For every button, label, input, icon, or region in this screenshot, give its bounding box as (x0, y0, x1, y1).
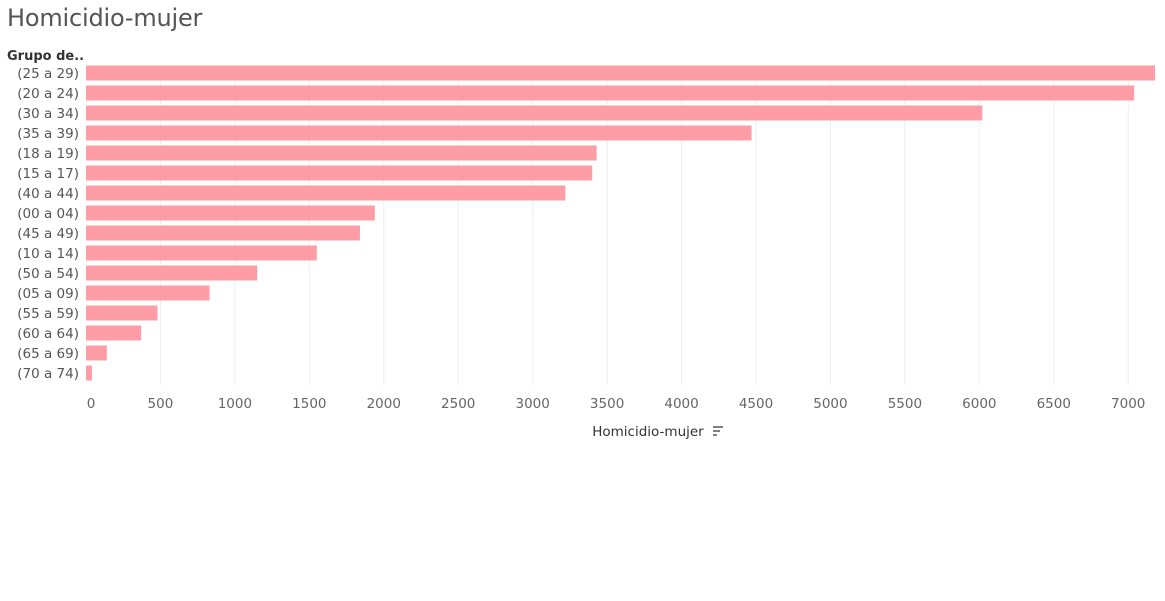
x-tick-label: 500 (148, 396, 174, 412)
bar[interactable] (86, 125, 752, 141)
x-tick-label: 1500 (292, 396, 326, 412)
bar[interactable] (86, 225, 360, 241)
x-tick-label: 6000 (962, 396, 996, 412)
x-tick-label: 4500 (739, 396, 773, 412)
bar[interactable] (86, 285, 210, 301)
row-header[interactable]: Grupo de.. (7, 49, 84, 64)
x-tick-label: 3000 (515, 396, 549, 412)
x-tick-label: 6500 (1037, 396, 1071, 412)
bar[interactable] (86, 65, 1156, 81)
x-axis-title[interactable]: Homicidio-mujer (592, 424, 704, 440)
x-tick-label: 7000 (1111, 396, 1145, 412)
bar[interactable] (86, 245, 317, 261)
category-label[interactable]: (50 a 54) (17, 266, 79, 282)
x-tick-label: 3500 (590, 396, 624, 412)
category-label[interactable]: (55 a 59) (17, 306, 79, 322)
bar[interactable] (86, 205, 375, 221)
bar[interactable] (86, 265, 258, 281)
bars (86, 65, 1156, 381)
category-label[interactable]: (35 a 39) (17, 126, 79, 142)
category-label[interactable]: (30 a 34) (17, 106, 79, 122)
category-label[interactable]: (15 a 17) (17, 166, 79, 182)
category-label[interactable]: (40 a 44) (17, 186, 79, 202)
bar[interactable] (86, 185, 566, 201)
x-tick-label: 0 (87, 396, 96, 412)
bar[interactable] (86, 85, 1135, 101)
category-label[interactable]: (00 a 04) (17, 206, 79, 222)
bar[interactable] (86, 105, 983, 121)
category-label[interactable]: (25 a 29) (17, 66, 79, 82)
bar[interactable] (86, 145, 597, 161)
bar[interactable] (86, 365, 92, 381)
bar[interactable] (86, 305, 158, 321)
x-tick-label: 4000 (664, 396, 698, 412)
x-tick-label: 2500 (441, 396, 475, 412)
x-tick-label: 5000 (813, 396, 847, 412)
category-label[interactable]: (45 a 49) (17, 226, 79, 242)
category-label[interactable]: (65 a 69) (17, 346, 79, 362)
category-label[interactable]: (10 a 14) (17, 246, 79, 262)
category-label[interactable]: (60 a 64) (17, 326, 79, 342)
category-label[interactable]: (05 a 09) (17, 286, 79, 302)
category-label[interactable]: (70 a 74) (17, 366, 79, 382)
chart-title: Homicidio-mujer (7, 4, 203, 32)
sort-descending-icon[interactable] (713, 426, 723, 436)
category-label[interactable]: (18 a 19) (17, 146, 79, 162)
x-axis-ticks: 0 500 1000 1500 2000 2500 3000 3500 4000 4500 5000… (87, 396, 1146, 412)
bar[interactable] (86, 345, 107, 361)
x-tick-label: 1000 (218, 396, 252, 412)
category-labels: (25 a 29) (20 a 24) (30 a 34) (35 a 39) (18 … (17, 66, 79, 382)
bar[interactable] (86, 325, 142, 341)
bar[interactable] (86, 165, 593, 181)
category-label[interactable]: (20 a 24) (17, 86, 79, 102)
x-tick-label: 5500 (888, 396, 922, 412)
x-tick-label: 2000 (367, 396, 401, 412)
